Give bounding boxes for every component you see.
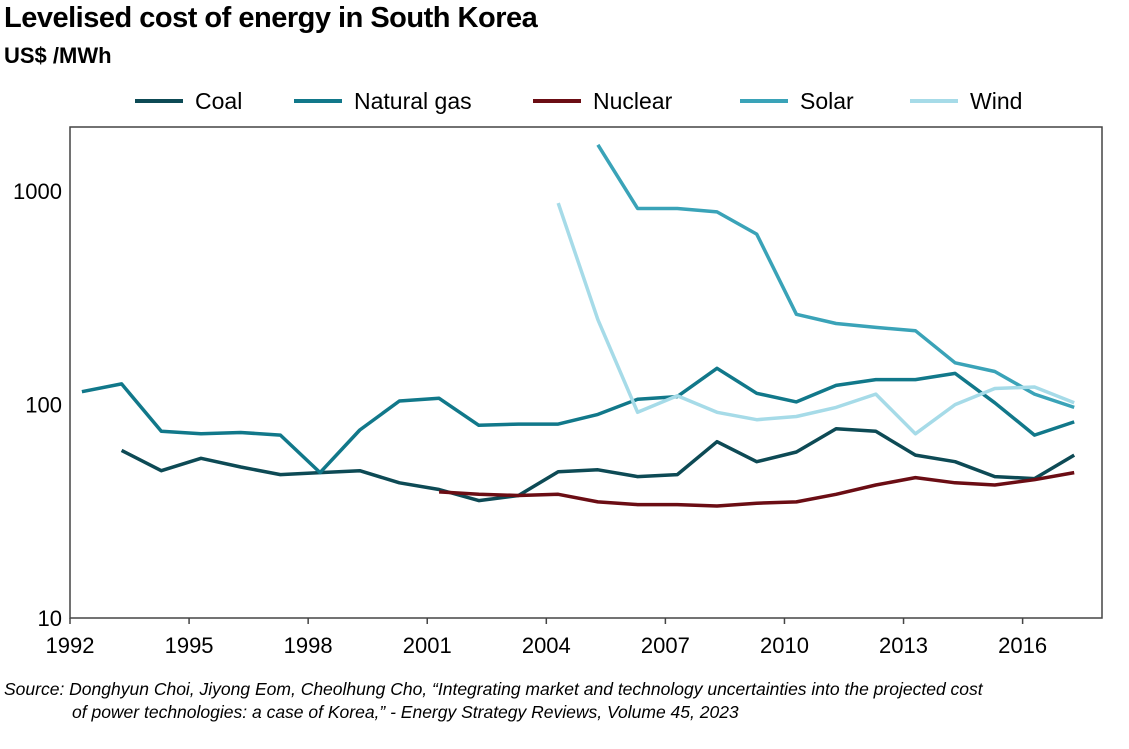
x-axis: 1992 1995 1998 2001 2004 2007 2010 2013 2016 bbox=[46, 618, 1047, 658]
legend-label-coal: Coal bbox=[195, 87, 243, 114]
y-tick-label-10: 10 bbox=[38, 606, 62, 631]
legend-label-wind: Wind bbox=[970, 87, 1023, 114]
series-line-natural-gas bbox=[81, 366, 1075, 475]
legend: Coal Natural gas Nuclear Solar Wind bbox=[0, 85, 1129, 117]
chart-subtitle: US$ /MWh bbox=[4, 43, 112, 68]
plot-frame bbox=[69, 126, 1103, 619]
series-layer bbox=[81, 143, 1076, 508]
legend-swatch-coal bbox=[135, 99, 183, 103]
legend-swatch-natural-gas bbox=[294, 99, 342, 103]
line-chart: 1992 1995 1998 2001 2004 2007 2010 2013 2016 101… bbox=[13, 126, 1103, 658]
series-line-solar bbox=[596, 143, 1075, 410]
legend-swatch-wind bbox=[910, 99, 958, 103]
chart-title: Levelised cost of energy in South Korea bbox=[4, 2, 538, 34]
x-tick-label-2004: 2004 bbox=[522, 633, 571, 658]
x-tick-label-1995: 1995 bbox=[165, 633, 214, 658]
y-axis: 10 100 1000 bbox=[13, 179, 62, 631]
series-line-coal bbox=[120, 427, 1076, 503]
x-tick-label-2013: 2013 bbox=[879, 633, 928, 658]
legend-label-natural-gas: Natural gas bbox=[354, 87, 472, 114]
legend-label-solar: Solar bbox=[800, 87, 854, 114]
x-tick-label-2001: 2001 bbox=[403, 633, 452, 658]
legend-swatch-nuclear bbox=[533, 99, 581, 103]
x-tick-label-1998: 1998 bbox=[284, 633, 333, 658]
series-line-nuclear bbox=[438, 470, 1075, 508]
source-line-1: Source: Donghyun Choi, Jiyong Eom, Cheol… bbox=[4, 679, 983, 699]
y-tick-label-100: 100 bbox=[25, 393, 62, 418]
legend-item-coal: Coal bbox=[135, 85, 242, 117]
legend-swatch-solar bbox=[740, 99, 788, 103]
legend-item-nuclear: Nuclear bbox=[533, 85, 672, 117]
legend-item-wind: Wind bbox=[910, 85, 1022, 117]
legend-label-nuclear: Nuclear bbox=[593, 87, 673, 114]
series-line-wind bbox=[556, 202, 1075, 436]
legend-item-solar: Solar bbox=[740, 85, 854, 117]
x-tick-label-1992: 1992 bbox=[46, 633, 95, 658]
y-tick-label-1000: 1000 bbox=[13, 179, 62, 204]
source-line-2: of power technologies: a case of Korea,”… bbox=[72, 702, 739, 722]
legend-item-natural-gas: Natural gas bbox=[294, 85, 472, 117]
x-tick-label-2016: 2016 bbox=[998, 633, 1047, 658]
x-tick-label-2007: 2007 bbox=[641, 633, 690, 658]
x-tick-label-2010: 2010 bbox=[760, 633, 809, 658]
source-note: Source: Donghyun Choi, Jiyong Eom, Cheol… bbox=[4, 678, 1124, 724]
